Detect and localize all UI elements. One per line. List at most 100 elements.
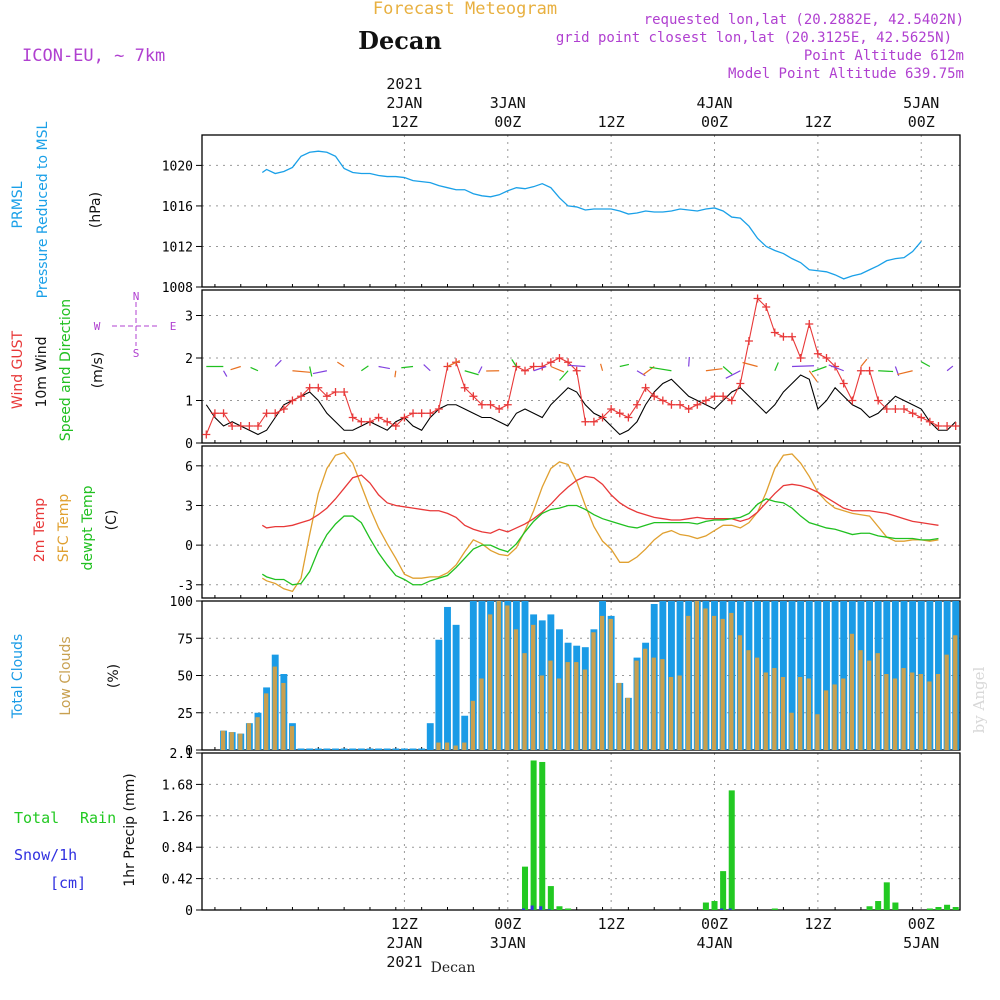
low-cloud-bar — [608, 618, 613, 750]
wind-label-dir: Speed and Direction — [58, 299, 74, 441]
wind-direction-arrow — [946, 365, 954, 372]
gust-point — [589, 417, 598, 426]
gust-point — [486, 400, 495, 409]
y-tick-label: 3 — [185, 499, 193, 514]
low-cloud-bar — [763, 672, 768, 750]
gust-point — [495, 405, 504, 413]
rain-bar — [521, 866, 529, 910]
y-tick-label: 0 — [185, 744, 193, 759]
precip-label-snow: Snow/1h — [14, 846, 77, 864]
low-cloud-bar — [668, 676, 674, 750]
gust-point — [925, 417, 934, 426]
y-tick-label: 50 — [177, 670, 193, 685]
precip-label-cm: [cm] — [50, 874, 86, 892]
low-cloud-bar — [875, 653, 880, 750]
gust-point — [934, 422, 943, 430]
low-cloud-bar — [487, 614, 493, 750]
panel-frame — [201, 445, 961, 599]
total-cloud-bar — [297, 748, 305, 750]
snow-bar — [728, 908, 732, 910]
precip-label-rain: Rain — [80, 809, 116, 827]
total-cloud-bar — [418, 748, 426, 750]
total-cloud-bar — [805, 601, 813, 750]
rain-bar — [530, 760, 537, 910]
clouds-label-total: Total Clouds — [10, 634, 26, 719]
gust-point — [908, 409, 917, 418]
wind-direction-arrow — [511, 359, 517, 367]
precip-label-total: Total — [14, 809, 59, 827]
low-cloud-bar — [548, 660, 553, 750]
total-cloud-bar — [797, 601, 805, 750]
compass-s: S — [133, 347, 140, 360]
total-cloud-bar — [409, 748, 417, 750]
low-cloud-bar — [677, 675, 682, 750]
gust-point — [322, 392, 331, 401]
gust-point — [667, 400, 676, 409]
snow-bar — [521, 908, 526, 910]
requested-coords: requested lon,lat (20.2882E, 42.5402N) — [644, 12, 964, 28]
gust-point — [632, 400, 641, 409]
top-time-label: 00Z — [908, 113, 935, 131]
wind-direction-arrow — [274, 359, 282, 367]
rain-bar — [866, 906, 873, 910]
total-cloud-bar — [306, 748, 314, 750]
wind-direction-arrow — [447, 360, 460, 368]
gust-point — [245, 422, 254, 430]
low-cloud-bar — [927, 681, 932, 750]
low-cloud-bar — [229, 732, 234, 750]
wind-direction-arrow — [725, 370, 741, 379]
low-cloud-bar — [539, 675, 544, 750]
wind-direction-arrow — [533, 365, 547, 372]
gust-point — [564, 358, 573, 367]
total-cloud-bar — [452, 624, 460, 750]
wind-direction-arrow — [378, 365, 390, 370]
y-tick-label: 1020 — [162, 159, 193, 174]
watermark: by Angel — [970, 666, 988, 733]
gust-point — [348, 413, 357, 422]
gust-point — [391, 422, 400, 430]
bottom-time-label: 2021 — [386, 953, 422, 971]
top-time-label: 12Z — [598, 113, 625, 131]
gust-point — [400, 413, 409, 422]
low-cloud-bar — [625, 697, 631, 750]
total-cloud-bar — [823, 601, 830, 750]
low-cloud-bar — [505, 605, 510, 750]
gust-point — [848, 396, 857, 405]
pressure-label-prmsl: PRMSL — [10, 181, 26, 228]
wind-direction-arrow — [464, 370, 479, 376]
low-cloud-bar — [281, 682, 286, 750]
low-cloud-bar — [694, 601, 700, 750]
low-cloud-bar — [754, 657, 760, 750]
gust-point — [521, 366, 530, 375]
low-cloud-bar — [643, 648, 648, 750]
y-tick-label: 1012 — [162, 240, 193, 255]
low-cloud-bar — [832, 684, 837, 750]
low-cloud-bar — [798, 676, 803, 750]
low-cloud-bar — [462, 742, 467, 750]
gust-point — [641, 383, 650, 392]
gust-point — [409, 409, 418, 418]
top-time-label: 12Z — [804, 113, 831, 131]
total-cloud-bar — [383, 748, 391, 750]
sfc-temp-series — [261, 451, 939, 593]
rain-bar — [771, 908, 778, 910]
bottom-time-label: 00Z — [701, 915, 728, 933]
low-cloud-bar — [703, 608, 708, 750]
gust-point — [891, 405, 900, 413]
gust-point — [219, 409, 228, 418]
low-cloud-bar — [220, 730, 226, 750]
compass-w: W — [94, 320, 101, 333]
chart-kind-title: Forecast Meteogram — [373, 0, 557, 19]
gust-point — [426, 409, 435, 418]
gust-point — [503, 400, 512, 409]
gust-point — [813, 349, 822, 358]
model-label: ICON-EU, ~ 7km — [22, 46, 165, 66]
wind-direction-arrow — [401, 365, 414, 369]
clouds-unit: (%) — [106, 664, 122, 688]
pressure-unit: (hPa) — [88, 192, 104, 228]
bottom-time-label: 00Z — [494, 915, 521, 933]
gust-point — [469, 392, 478, 401]
gust-point — [762, 303, 771, 311]
low-cloud-bar — [634, 660, 639, 750]
